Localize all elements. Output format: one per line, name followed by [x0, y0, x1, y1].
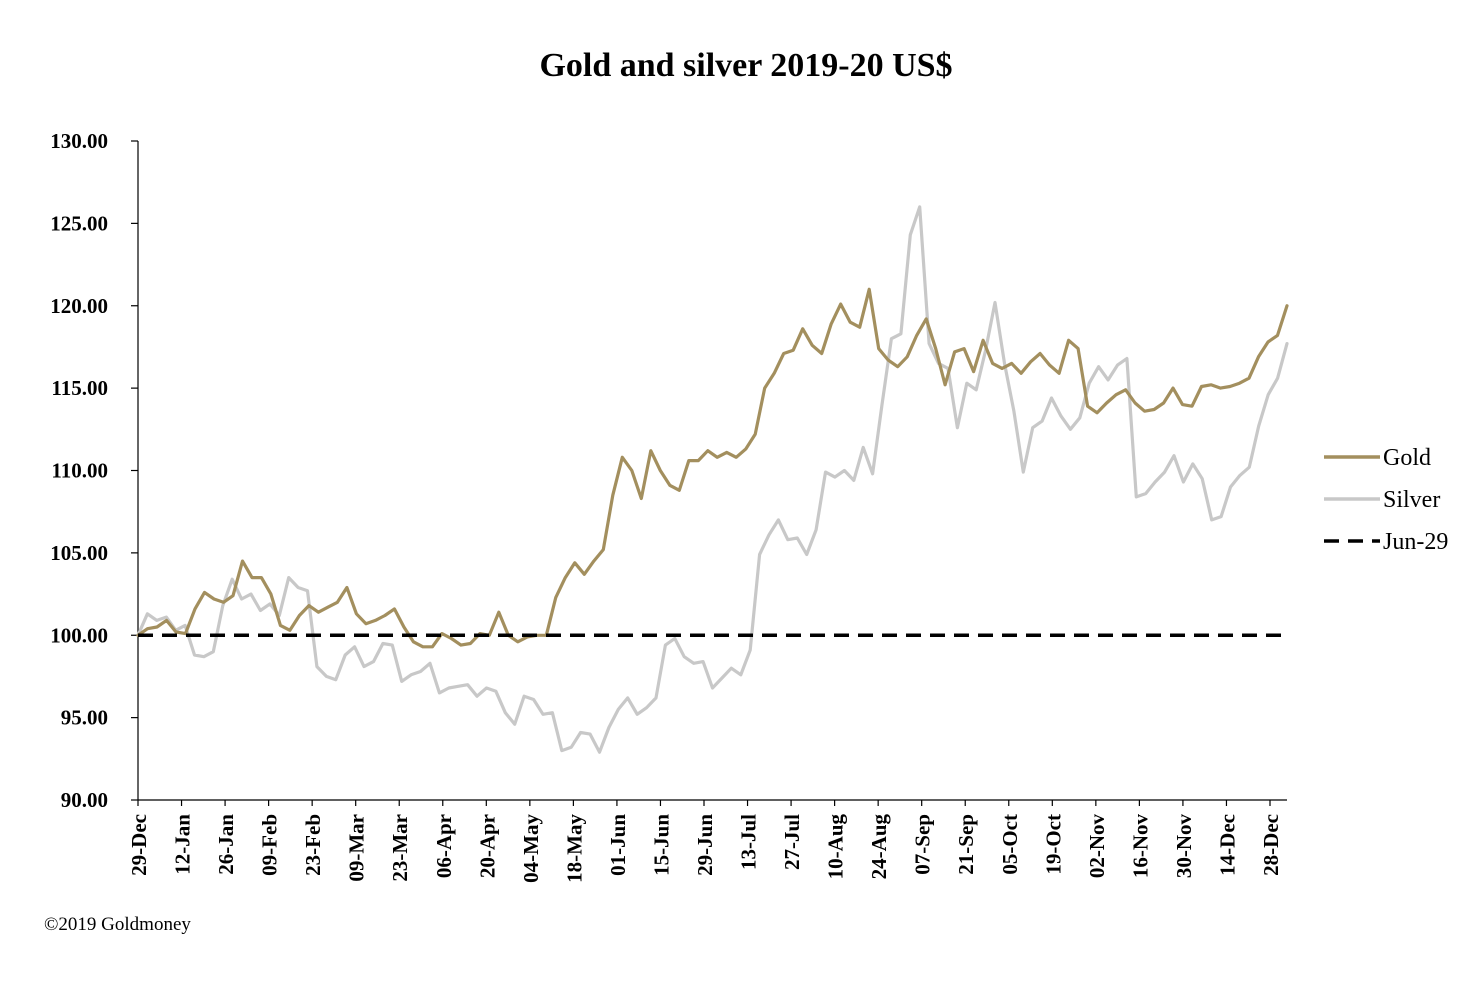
y-tick-label: 95.00: [61, 706, 108, 730]
y-tick-label: 120.00: [50, 294, 108, 318]
x-tick-label: 30-Nov: [1172, 814, 1196, 879]
x-tick-label: 01-Jun: [606, 814, 630, 876]
x-tick-label: 14-Dec: [1215, 814, 1239, 876]
series-line-silver: [136, 205, 1289, 754]
x-tick-label: 28-Dec: [1259, 814, 1283, 876]
y-tick-label: 130.00: [50, 129, 108, 153]
x-tick-label: 09-Mar: [345, 814, 369, 882]
x-tick-label: 10-Aug: [824, 814, 848, 880]
x-tick-label: 12-Jan: [171, 814, 195, 875]
copyright-note: ©2019 Goldmoney: [44, 914, 191, 935]
x-tick-label: 26-Jan: [214, 814, 238, 875]
x-axis: 29-Dec 12-Jan 26-Jan 09-Feb 23-Feb 09-Mar 23-M…: [127, 799, 1287, 883]
x-tick-label: 02-Nov: [1085, 814, 1109, 879]
legend-item-gold: Gold: [1324, 445, 1431, 471]
x-tick-label: 06-Apr: [432, 814, 456, 878]
x-tick-label: 09-Feb: [258, 814, 282, 876]
y-tick-label: 110.00: [51, 459, 108, 483]
x-tick-label: 27-Jul: [780, 814, 804, 870]
chart-title: Gold and silver 2019-20 US$: [539, 47, 952, 84]
x-tick-label: 05-Oct: [998, 814, 1022, 875]
y-tick-label: 105.00: [50, 541, 108, 565]
plot-area: [136, 205, 1289, 754]
y-axis: 90.00 95.00 100.00 105.00 110.00 115.00 120.00…: [50, 129, 139, 812]
legend-label: Silver: [1383, 487, 1440, 513]
series-line-gold: [136, 287, 1289, 649]
x-tick-label: 29-Jun: [693, 814, 717, 876]
x-tick-label: 18-May: [562, 814, 586, 883]
x-tick-label: 23-Mar: [388, 814, 412, 882]
legend-item-jun-29: Jun-29: [1324, 529, 1448, 555]
y-tick-label: 115.00: [51, 376, 108, 400]
x-tick-label: 15-Jun: [649, 814, 673, 876]
x-tick-label: 19-Oct: [1041, 814, 1065, 875]
y-tick-label: 100.00: [50, 623, 108, 647]
y-tick-label: 90.00: [61, 788, 108, 812]
x-tick-label: 24-Aug: [867, 814, 891, 880]
x-tick-label: 21-Sep: [954, 814, 978, 875]
x-tick-label: 29-Dec: [127, 814, 151, 876]
x-tick-label: 13-Jul: [737, 814, 761, 870]
x-tick-label: 07-Sep: [911, 814, 935, 875]
legend-item-silver: Silver: [1324, 487, 1440, 513]
x-tick-label: 16-Nov: [1128, 814, 1152, 879]
x-tick-label: 04-May: [519, 814, 543, 883]
legend: Gold Silver Jun-29: [1324, 445, 1448, 555]
x-tick-label: 20-Apr: [475, 814, 499, 878]
y-tick-label: 125.00: [50, 211, 108, 235]
legend-label: Jun-29: [1383, 529, 1448, 555]
x-tick-label: 23-Feb: [301, 814, 325, 876]
legend-label: Gold: [1383, 445, 1431, 471]
